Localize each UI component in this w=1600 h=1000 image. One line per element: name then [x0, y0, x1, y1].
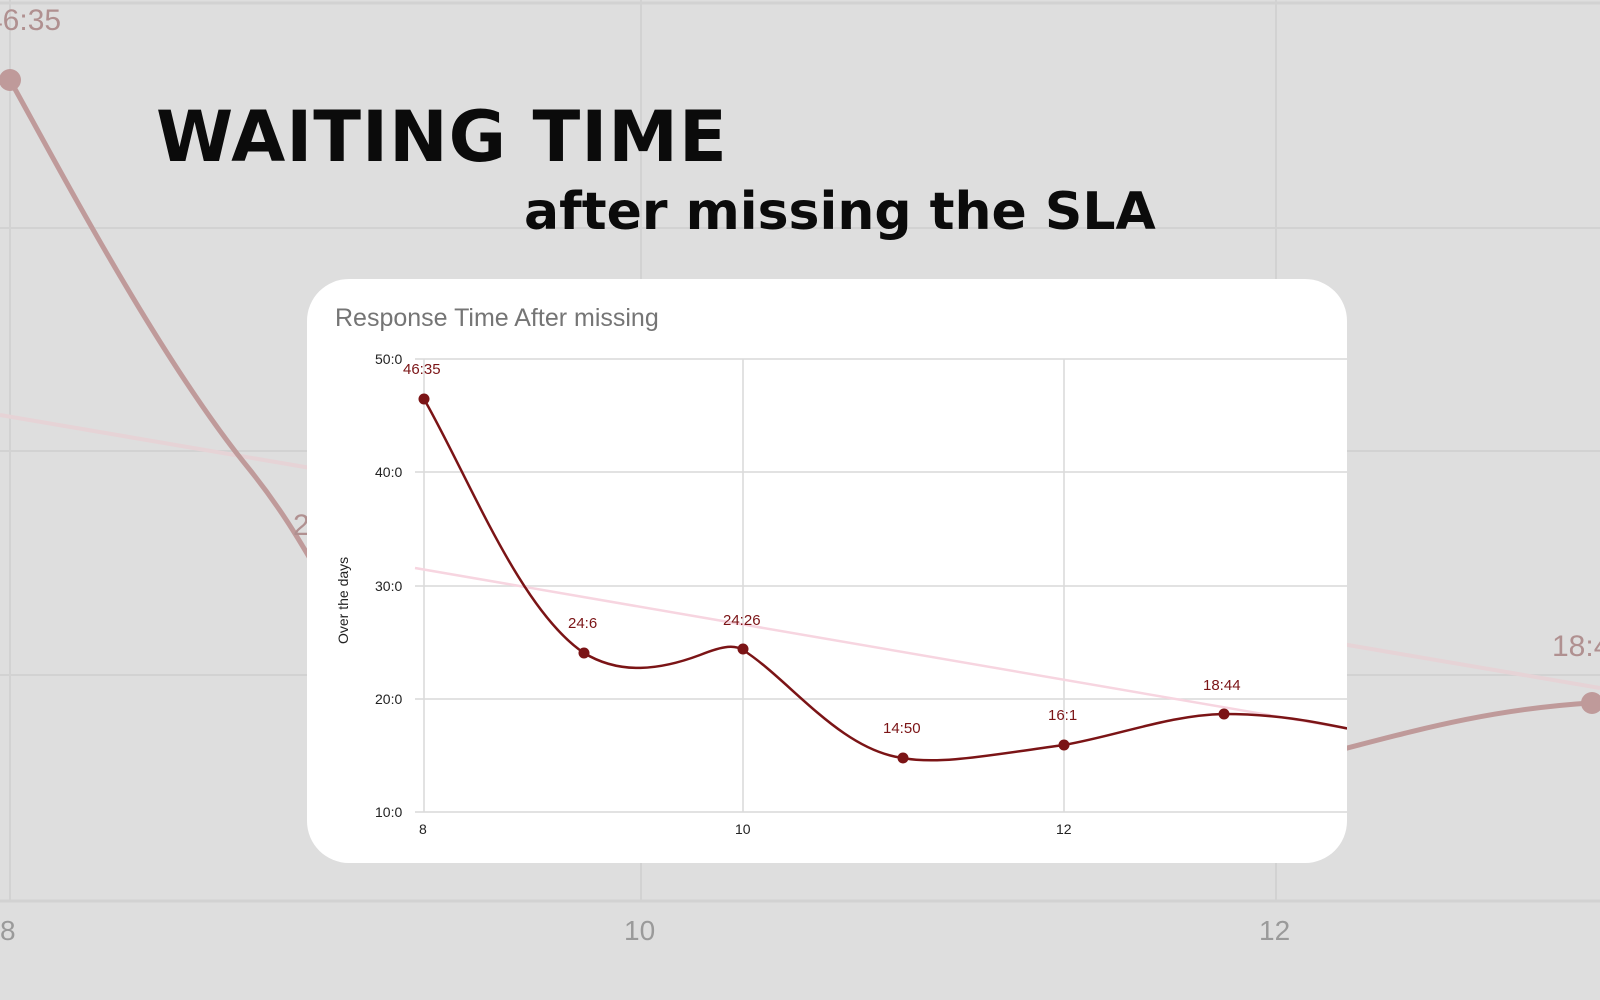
background-point-label: 46:35 [0, 4, 61, 37]
trendline [414, 566, 1347, 730]
chart-title: Response Time After missing [335, 304, 659, 332]
page-heading: WAITING TIME [156, 96, 728, 178]
x-tick: 12 [1056, 821, 1072, 837]
data-point[interactable] [578, 647, 590, 659]
data-label: 46:35 [403, 361, 441, 378]
background-x-tick: 12 [1259, 915, 1290, 946]
data-label: 18:44 [1203, 677, 1241, 694]
chart-grid [415, 358, 1347, 813]
x-tick: 8 [419, 821, 427, 837]
data-point[interactable] [737, 643, 749, 655]
data-label: 24:6 [568, 615, 597, 632]
x-tick: 10 [735, 821, 751, 837]
y-tick: 30:0 [375, 578, 402, 594]
data-label: 16:1 [1048, 707, 1077, 724]
chart-card: Response Time After missing 50:0 40:0 30… [307, 279, 1347, 863]
data-label: 24:26 [723, 612, 761, 629]
background-point-label: 2 [293, 509, 310, 542]
background-point [0, 69, 21, 91]
line-chart: 50:0 40:0 30:0 20:0 10:0 8 10 12 Over th… [335, 351, 1347, 837]
background-line [7, 78, 1591, 758]
page-subheading: after missing the SLA [524, 182, 1156, 242]
data-point[interactable] [418, 393, 430, 405]
y-tick: 40:0 [375, 464, 402, 480]
y-tick: 50:0 [375, 351, 402, 367]
background-x-tick: 10 [624, 915, 655, 946]
y-tick: 10:0 [375, 804, 402, 820]
data-point[interactable] [1058, 739, 1070, 751]
data-line [422, 398, 1347, 762]
data-point[interactable] [1218, 708, 1230, 720]
background-x-tick: 8 [0, 915, 16, 946]
background-point-label: 18:4 [1552, 630, 1600, 663]
data-points [418, 393, 1230, 764]
background-point [1581, 692, 1600, 714]
y-axis-label: Over the days [335, 557, 351, 644]
y-tick: 20:0 [375, 691, 402, 707]
data-point[interactable] [897, 752, 909, 764]
data-label: 14:50 [883, 720, 921, 737]
